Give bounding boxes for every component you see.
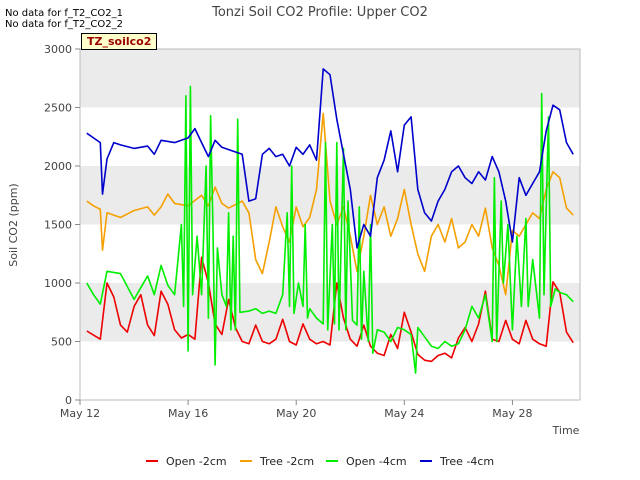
y-tick-label: 1000 [44,277,72,290]
series-line-tree-4cm [86,68,574,249]
x-axis-label: Time [552,424,580,437]
legend-label-open-2cm: Open -2cm [166,455,227,468]
y-tick-label: 0 [65,394,72,407]
site-label-box: TZ_soilco2 [81,33,158,50]
y-tick-label: 500 [51,336,72,349]
legend-label-open-4cm: Open -4cm [346,455,407,468]
legend-label-tree-4cm: Tree -4cm [439,455,494,468]
no-data-note-2: No data for f_T2_CO2_2 [5,19,123,30]
y-tick-label: 3000 [44,43,72,56]
series-line-open-4cm [86,85,574,374]
legend-label-tree-2cm: Tree -2cm [259,455,314,468]
x-tick-label: May 16 [168,407,208,420]
y-axis-label: Soil CO2 (ppm) [7,183,20,266]
no-data-note-1: No data for f_T2_CO2_1 [5,8,123,19]
chart-legend: Open -2cm Tree -2cm Open -4cm Tree -4cm [146,455,494,468]
y-tick-label: 2500 [44,102,72,115]
y-tick-label: 1500 [44,219,72,232]
y-tick-label: 2000 [44,160,72,173]
x-tick-label: May 28 [492,407,532,420]
x-tick-label: May 20 [276,407,316,420]
x-tick-label: May 12 [60,407,100,420]
chart-title: Tonzi Soil CO2 Profile: Upper CO2 [211,5,428,20]
x-tick-label: May 24 [384,407,424,420]
